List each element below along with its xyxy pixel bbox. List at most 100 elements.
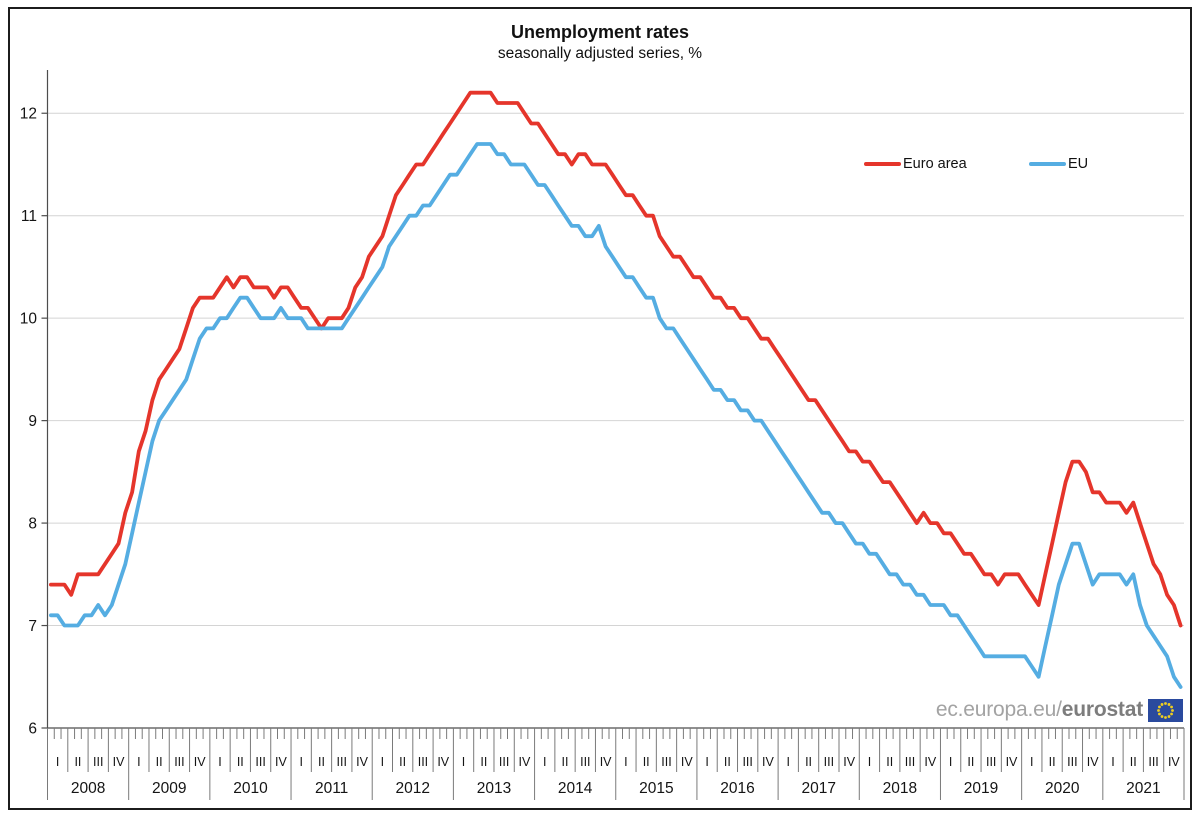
x-year-label: 2020 bbox=[1045, 780, 1080, 797]
chart-subtitle: seasonally adjusted series, % bbox=[497, 45, 703, 62]
x-year-label: 2019 bbox=[964, 780, 998, 797]
x-quarter-label: I bbox=[868, 755, 871, 769]
x-quarter-label: III bbox=[499, 755, 509, 769]
x-year-label: 2009 bbox=[152, 780, 186, 797]
x-quarter-label: I bbox=[543, 755, 546, 769]
legend-line-eu-icon bbox=[1029, 162, 1066, 166]
y-tick-label: 9 bbox=[28, 413, 37, 430]
x-quarter-label: II bbox=[399, 755, 406, 769]
eu-flag-star bbox=[1171, 708, 1174, 712]
x-year-label: 2016 bbox=[720, 780, 754, 797]
watermark: ec.europa.eu/eurostat bbox=[936, 698, 1183, 722]
series-line-euro-area bbox=[49, 90, 1183, 628]
eu-flag-star bbox=[1164, 701, 1167, 705]
x-year-label: 2008 bbox=[71, 780, 105, 797]
x-quarter-label: II bbox=[156, 755, 163, 769]
x-year-label: 2021 bbox=[1126, 780, 1160, 797]
x-quarter-label: II bbox=[318, 755, 325, 769]
x-quarter-label: III bbox=[824, 755, 834, 769]
x-quarter-label: II bbox=[562, 755, 569, 769]
eu-flag-star bbox=[1170, 705, 1173, 708]
x-quarter-label: III bbox=[337, 755, 347, 769]
x-year-label: 2010 bbox=[233, 780, 268, 797]
x-quarter-label: IV bbox=[600, 755, 612, 769]
y-tick-label: 11 bbox=[21, 208, 37, 225]
y-tick-label: 8 bbox=[28, 516, 37, 533]
eu-flag-star bbox=[1160, 702, 1164, 706]
eu-flag-star bbox=[1157, 708, 1160, 712]
x-quarter-label: II bbox=[1049, 755, 1056, 769]
x-quarter-label: I bbox=[462, 755, 465, 769]
eu-flag-star bbox=[1167, 714, 1171, 718]
chart-frame bbox=[8, 7, 1192, 810]
x-year-label: 2012 bbox=[396, 780, 430, 797]
x-quarter-label: IV bbox=[194, 755, 206, 769]
x-quarter-label: III bbox=[1067, 755, 1077, 769]
watermark-text: ec.europa.eu/eurostat bbox=[936, 698, 1143, 722]
x-quarter-label: II bbox=[1130, 755, 1137, 769]
x-quarter-label: I bbox=[1111, 755, 1114, 769]
y-tick-label: 7 bbox=[28, 618, 37, 635]
y-tick-label: 12 bbox=[20, 106, 37, 123]
legend-item-eu: EU bbox=[1029, 155, 1088, 173]
x-quarter-label: I bbox=[787, 755, 790, 769]
x-quarter-label: I bbox=[137, 755, 140, 769]
x-quarter-label: III bbox=[986, 755, 996, 769]
series-line-eu bbox=[49, 142, 1183, 689]
x-quarter-label: II bbox=[724, 755, 731, 769]
watermark-brand: eurostat bbox=[1061, 698, 1143, 721]
x-quarter-label: III bbox=[580, 755, 590, 769]
x-quarter-label: II bbox=[886, 755, 893, 769]
x-quarter-label: I bbox=[56, 755, 59, 769]
x-quarter-label: I bbox=[705, 755, 708, 769]
eu-flag-star bbox=[1170, 712, 1173, 715]
x-quarter-label: II bbox=[237, 755, 244, 769]
x-year-label: 2014 bbox=[558, 780, 593, 797]
legend-item-euro-area: Euro area bbox=[864, 155, 967, 173]
x-quarter-label: IV bbox=[1087, 755, 1099, 769]
x-quarter-label: III bbox=[174, 755, 184, 769]
legend-label-euro-area: Euro area bbox=[903, 156, 967, 172]
y-tick-label: 6 bbox=[28, 721, 37, 738]
eu-flag-field bbox=[1148, 698, 1183, 722]
x-quarter-label: I bbox=[949, 755, 952, 769]
x-quarter-label: III bbox=[418, 755, 428, 769]
x-quarter-label: I bbox=[1030, 755, 1033, 769]
x-quarter-label: IV bbox=[437, 755, 449, 769]
x-quarter-label: III bbox=[93, 755, 103, 769]
eu-flag-star bbox=[1158, 712, 1161, 715]
x-quarter-label: IV bbox=[519, 755, 531, 769]
x-quarter-label: I bbox=[624, 755, 627, 769]
x-quarter-label: IV bbox=[275, 755, 287, 769]
eu-flag-star bbox=[1167, 702, 1171, 706]
x-quarter-label: IV bbox=[1006, 755, 1018, 769]
chart-title: Unemployment rates bbox=[510, 22, 690, 42]
x-quarter-label: I bbox=[381, 755, 384, 769]
legend-label-eu: EU bbox=[1068, 156, 1089, 172]
watermark-prefix: ec.europa.eu/ bbox=[935, 698, 1062, 721]
x-year-label: 2011 bbox=[315, 780, 348, 797]
x-year-label: 2015 bbox=[639, 780, 673, 797]
eu-flag-stars bbox=[1157, 701, 1174, 719]
x-quarter-label: IV bbox=[681, 755, 693, 769]
x-quarter-label: III bbox=[255, 755, 265, 769]
eu-flag-icon bbox=[1148, 698, 1183, 722]
x-quarter-label: III bbox=[905, 755, 915, 769]
x-year-label: 2018 bbox=[883, 780, 917, 797]
x-quarter-label: IV bbox=[1168, 755, 1180, 769]
x-quarter-label: II bbox=[805, 755, 812, 769]
y-tick-label: 10 bbox=[20, 311, 38, 328]
x-quarter-label: IV bbox=[843, 755, 855, 769]
eu-flag-star bbox=[1160, 714, 1164, 718]
x-quarter-label: III bbox=[742, 755, 752, 769]
x-quarter-label: II bbox=[74, 755, 81, 769]
x-quarter-label: I bbox=[299, 755, 302, 769]
x-quarter-label: III bbox=[1148, 755, 1158, 769]
x-quarter-label: II bbox=[967, 755, 974, 769]
x-quarter-label: II bbox=[643, 755, 650, 769]
x-year-label: 2013 bbox=[477, 780, 511, 797]
x-quarter-label: IV bbox=[113, 755, 125, 769]
x-quarter-label: IV bbox=[356, 755, 368, 769]
